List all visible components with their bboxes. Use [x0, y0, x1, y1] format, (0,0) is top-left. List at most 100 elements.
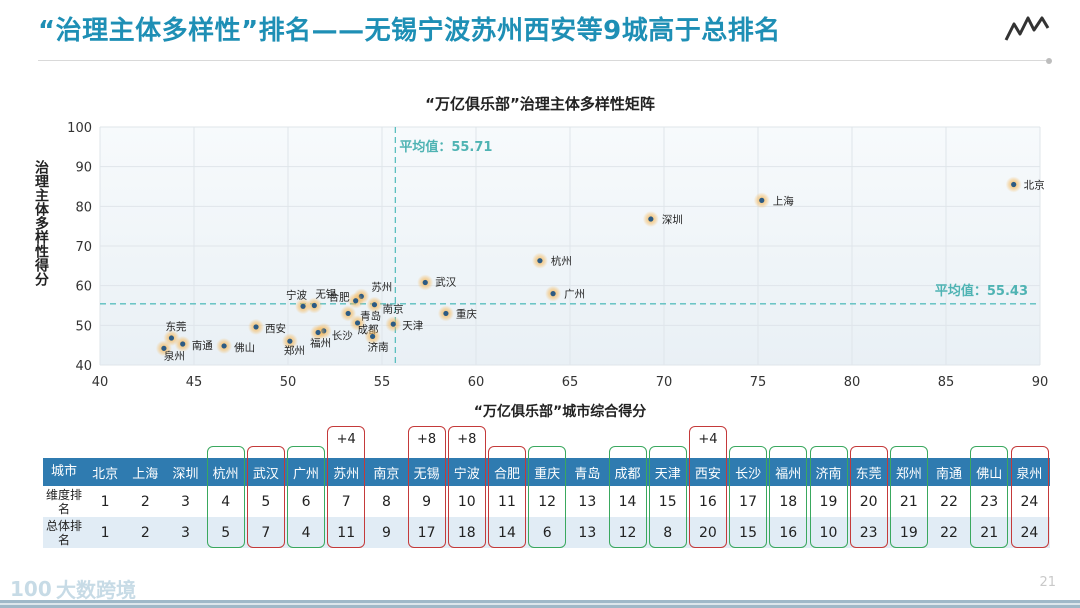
city-header-cell: 济南 — [808, 458, 849, 486]
dimension-rank-cell: 2 — [140, 493, 150, 510]
overall-rank-cell: 6 — [527, 517, 568, 548]
data-point — [161, 345, 167, 351]
dimension-rank-cell: 4 — [221, 493, 231, 510]
overall-rank-cell: 10 — [808, 517, 849, 548]
point-label: 深圳 — [662, 214, 683, 226]
data-point — [370, 333, 376, 340]
point-label: 无锡 — [315, 288, 336, 301]
point-label: 济南 — [368, 340, 389, 353]
overall-rank-cell: 12 — [607, 517, 648, 548]
dimension-rank-cell: 9 — [422, 493, 432, 510]
city-header-cell: 青岛 — [567, 458, 608, 486]
x-tick-label: 85 — [938, 375, 955, 390]
city-header-cell: 天津 — [647, 458, 688, 486]
dimension-rank-cell: 13 — [578, 493, 597, 510]
footer-bar — [0, 600, 1080, 608]
point-label: 重庆 — [456, 307, 477, 320]
scatter-chart: 40 45 50 55 60 65 70 75 80 85 90 40 50 60 70 80 90 100 平均值… — [67, 121, 1048, 390]
data-point — [353, 298, 359, 304]
y-tick-label: 80 — [75, 200, 92, 215]
y-tick-label: 50 — [75, 319, 92, 334]
rank-delta: +8 — [417, 432, 437, 447]
city-header-cell: 广州 — [285, 458, 327, 486]
dimension-rank-cell: 21 — [899, 493, 918, 510]
x-tick-label: 40 — [92, 375, 109, 390]
y-tick-label: 40 — [75, 359, 92, 374]
dimension-rank-cell: 22 — [940, 493, 958, 510]
y-tick-label: 70 — [75, 240, 92, 255]
overall-rank-cell: 11 — [326, 517, 367, 548]
overall-rank-cell: 18 — [446, 517, 487, 548]
x-tick-label: 75 — [750, 375, 767, 390]
dimension-rank-cell: 12 — [538, 493, 557, 510]
x-tick-label: 45 — [186, 375, 203, 390]
overall-rank-cell: 22 — [928, 517, 970, 548]
dimension-rank-cell: 18 — [779, 493, 798, 510]
divider-dot — [1046, 58, 1052, 64]
data-point — [537, 258, 543, 264]
x-tick-label: 70 — [656, 375, 673, 390]
point-label: 上海 — [773, 194, 794, 207]
point-label: 苏州 — [371, 280, 392, 293]
dimension-rank-cell: 11 — [498, 493, 516, 510]
city-header-cell: 深圳 — [165, 458, 206, 486]
brand-mark-icon: 100 — [10, 576, 52, 601]
y-axis-label: 治理主体多样性得分 — [33, 160, 49, 286]
data-point — [1011, 181, 1017, 188]
city-header-cell: 上海 — [125, 458, 166, 486]
point-label: 西安 — [265, 322, 286, 335]
point-label: 青岛 — [360, 309, 381, 322]
x-tick-label: 50 — [280, 375, 297, 390]
overall-rank-cell: 2 — [125, 517, 166, 548]
city-header-cell: 西安 — [687, 458, 728, 486]
table-row-dimension-rank: 维度排名 1 2 3 4 5 6 7 8 9 10 11 12 13 14 15 16 17 18 19 20 21 22 2… — [43, 486, 1050, 517]
page-number: 21 — [1039, 575, 1056, 590]
avg-x-label: 平均值：55.71 — [399, 139, 492, 155]
point-label: 佛山 — [234, 341, 255, 354]
overall-rank-cell: 1 — [85, 517, 126, 548]
data-point — [345, 310, 351, 317]
data-point — [253, 324, 259, 330]
city-header-cell: 郑州 — [888, 458, 929, 486]
point-label: 长沙 — [332, 330, 353, 342]
row-label-city: 城市 — [43, 458, 85, 486]
rank-delta: +4 — [698, 432, 718, 447]
x-tick-label: 80 — [844, 375, 861, 390]
point-label: 北京 — [1024, 179, 1045, 192]
footer-brand: 大数跨境 — [56, 578, 136, 602]
point-label: 天津 — [402, 320, 423, 332]
city-header-cell: 杭州 — [205, 458, 246, 486]
rank-delta: +8 — [457, 432, 477, 447]
data-point — [300, 303, 306, 309]
city-header-cell: 福州 — [768, 458, 809, 486]
table-row-overall-rank: 总体排名 1 2 3 5 7 4 11 9 17 18 14 6 13 12 8 20 15 16 10 23 19 22 2… — [43, 517, 1050, 548]
city-header-cell: 成都 — [607, 458, 648, 486]
x-axis-label: “万亿俱乐部”城市综合得分 — [473, 404, 647, 420]
data-point — [287, 338, 293, 344]
overall-rank-cell: 17 — [406, 517, 447, 548]
data-point — [180, 341, 186, 347]
city-header-cell: 南京 — [366, 458, 407, 486]
point-label: 宁波 — [286, 288, 307, 301]
city-header-cell: 北京 — [85, 458, 126, 486]
y-tick-label: 60 — [75, 280, 92, 295]
point-label: 杭州 — [551, 255, 572, 268]
dimension-rank-cell: 16 — [698, 493, 717, 510]
dimension-rank-cell: 7 — [341, 493, 351, 510]
city-header-cell: 泉州 — [1009, 458, 1050, 486]
dimension-rank-cell: 5 — [261, 493, 271, 510]
overall-rank-cell: 15 — [728, 517, 769, 548]
overall-rank-cell: 7 — [245, 517, 286, 548]
dimension-rank-cell: 6 — [301, 493, 311, 510]
city-header-cell: 合肥 — [486, 458, 528, 486]
row-label-dimension-rank: 维度排名 — [45, 487, 82, 516]
x-tick-label: 55 — [374, 375, 391, 390]
dimension-rank-cell: 10 — [457, 493, 476, 510]
avg-y-label: 平均值：55.43 — [935, 283, 1028, 299]
dimension-rank-cell: 24 — [1020, 493, 1039, 510]
city-header-cell: 重庆 — [527, 458, 568, 486]
y-tick-label: 100 — [67, 121, 92, 136]
city-header-cell: 武汉 — [245, 458, 286, 486]
overall-rank-cell: 4 — [285, 517, 327, 548]
dimension-rank-cell: 20 — [859, 493, 878, 510]
